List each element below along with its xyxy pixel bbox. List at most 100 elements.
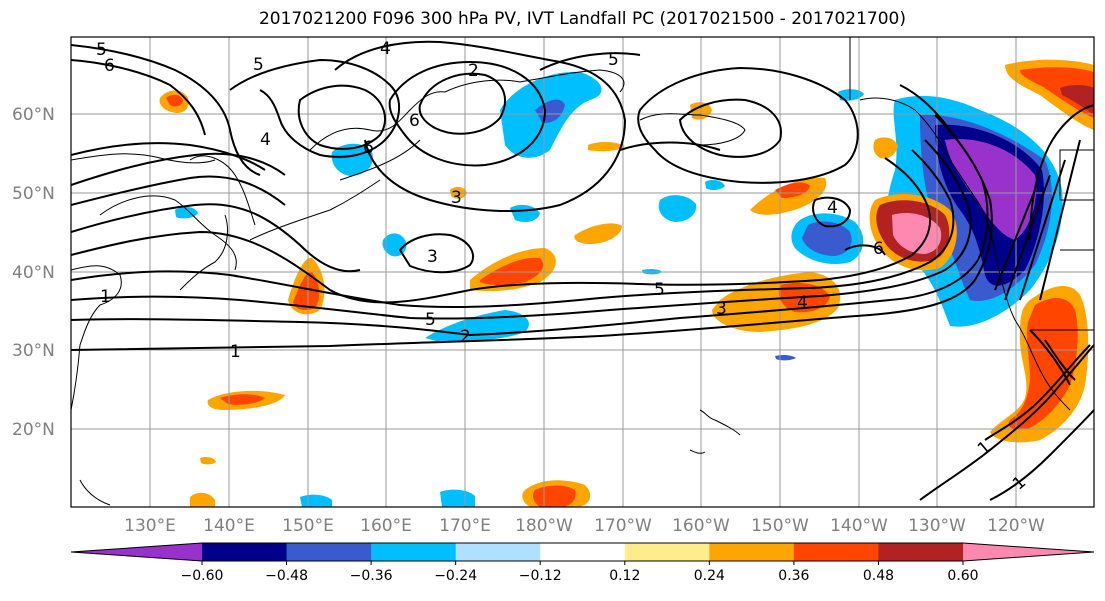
lon-label: 130°W xyxy=(908,516,966,536)
colorbar-segment xyxy=(286,543,372,561)
contour-24 xyxy=(984,344,1091,441)
contour-label: 3 xyxy=(451,188,462,208)
contour-11 xyxy=(71,59,206,136)
colorbar-segment xyxy=(624,543,710,561)
lat-label-40n: 40°N xyxy=(12,263,55,283)
contour-label: 6 xyxy=(104,56,115,76)
contour-label: 5 xyxy=(425,310,436,330)
contour-label: 5 xyxy=(253,55,264,75)
contour-18 xyxy=(637,66,859,184)
colorbar-tick-label: 0.60 xyxy=(947,568,978,584)
colorbar-extend-min xyxy=(71,543,202,561)
contour-9 xyxy=(71,142,266,171)
contour-10 xyxy=(71,44,261,176)
contour-17 xyxy=(398,233,475,274)
contour-3 xyxy=(71,139,972,320)
contour-19 xyxy=(678,98,782,158)
lat-label-20n: 20°N xyxy=(12,420,55,440)
colorbar-tick-label: 0.12 xyxy=(609,568,640,584)
colorbar-tick-label: −0.60 xyxy=(181,568,224,584)
contour-23 xyxy=(844,244,886,256)
contour-label: 6 xyxy=(873,239,884,259)
latitude-labels: 20°N 30°N 40°N 50°N 60°N xyxy=(12,105,55,440)
contour-label: 4 xyxy=(797,293,808,313)
colorbar-segment xyxy=(455,543,541,561)
contour-labels: 5 6 4 2 5 6 6 3 3 1 1 5 2 4 5 3 4 6 1 1 … xyxy=(96,39,1030,495)
contour-31 xyxy=(994,189,1036,291)
contour-label: 4 xyxy=(260,130,271,150)
contour-13 xyxy=(297,84,386,150)
contour-12 xyxy=(229,58,401,158)
colorbar-segment xyxy=(793,543,879,561)
colorbar-segment xyxy=(371,543,457,561)
contour-20 xyxy=(619,141,721,151)
colorbar-tick-label: 0.48 xyxy=(863,568,894,584)
lon-label: 180°W xyxy=(515,516,573,536)
contour-22 xyxy=(812,196,852,228)
contour-26 xyxy=(989,409,1094,501)
lon-label: 160°E xyxy=(360,516,412,536)
lon-label: 150°W xyxy=(751,516,809,536)
contour-label: 4 xyxy=(827,198,838,218)
colorbar-tick-label: 0.24 xyxy=(694,568,725,584)
contour-label: 2 xyxy=(460,327,471,347)
lon-label: 170°E xyxy=(439,516,491,536)
contour-28 xyxy=(1039,139,1081,301)
lon-label: 160°W xyxy=(672,516,730,536)
contour-16 xyxy=(418,72,506,135)
colorbar-extend-max xyxy=(963,543,1094,561)
contour-2 xyxy=(71,114,989,337)
contour-label: 5 xyxy=(96,40,107,60)
contour-25 xyxy=(919,344,1094,501)
colorbar-tick-label: −0.36 xyxy=(350,568,393,584)
contour-label: 1 xyxy=(100,287,111,307)
contour-label: 6 xyxy=(363,138,374,158)
contour-4 xyxy=(71,149,955,309)
lon-label: 130°E xyxy=(124,516,176,536)
negative-anomaly-west xyxy=(331,143,373,176)
colorbar-segment xyxy=(202,543,288,561)
contour-label: 6 xyxy=(409,111,420,131)
contour-label: 1 xyxy=(230,342,241,362)
lat-label-50n: 50°N xyxy=(12,184,55,204)
coastlines xyxy=(71,37,1094,506)
shading xyxy=(159,59,1094,507)
colorbar-segment xyxy=(878,543,964,561)
contour-30 xyxy=(1004,174,1051,301)
contour-label: 2 xyxy=(468,61,479,81)
colorbar-tick-label: −0.48 xyxy=(265,568,308,584)
lat-label-60n: 60°N xyxy=(12,105,55,125)
contour-6 xyxy=(71,203,361,273)
contour-8 xyxy=(71,152,286,186)
pv-contours xyxy=(71,40,1094,501)
lat-label-30n: 30°N xyxy=(12,341,55,361)
contour-21 xyxy=(539,52,641,71)
contour-29 xyxy=(1019,159,1066,301)
contour-15 xyxy=(388,60,547,167)
lon-label: 150°E xyxy=(282,516,334,536)
lon-label: 120°W xyxy=(987,516,1045,536)
contour-5 xyxy=(71,157,932,304)
longitude-labels: 130°E 140°E 150°E 160°E 170°E 180°W 170°… xyxy=(124,516,1045,536)
lon-label: 170°W xyxy=(594,516,652,536)
lon-label: 140°E xyxy=(203,516,255,536)
contour-7 xyxy=(71,175,286,206)
map-frame xyxy=(70,36,1095,508)
map-title: 2017021200 F096 300 hPa PV, IVT Landfall… xyxy=(258,9,906,29)
colorbar-segment xyxy=(709,543,795,561)
lon-label: 140°W xyxy=(830,516,888,536)
colorbar-tick-label: 0.36 xyxy=(778,568,809,584)
negative-anomaly-175e xyxy=(425,310,529,342)
colorbar-segment xyxy=(540,543,626,561)
contour-label: 5 xyxy=(608,50,619,70)
contour-33 xyxy=(1029,329,1071,386)
contour-32 xyxy=(1044,339,1076,381)
contour-label: 3 xyxy=(427,247,438,267)
contour-14 xyxy=(334,40,627,213)
contour-27 xyxy=(1029,104,1094,241)
contour-label: 5 xyxy=(654,280,665,300)
contour-label: 4 xyxy=(380,39,391,59)
contour-label: 3 xyxy=(716,299,727,319)
colorbar: −0.60 −0.48 −0.36 −0.24 −0.12 0.12 0.24 0.36 0.4… xyxy=(70,542,1095,584)
